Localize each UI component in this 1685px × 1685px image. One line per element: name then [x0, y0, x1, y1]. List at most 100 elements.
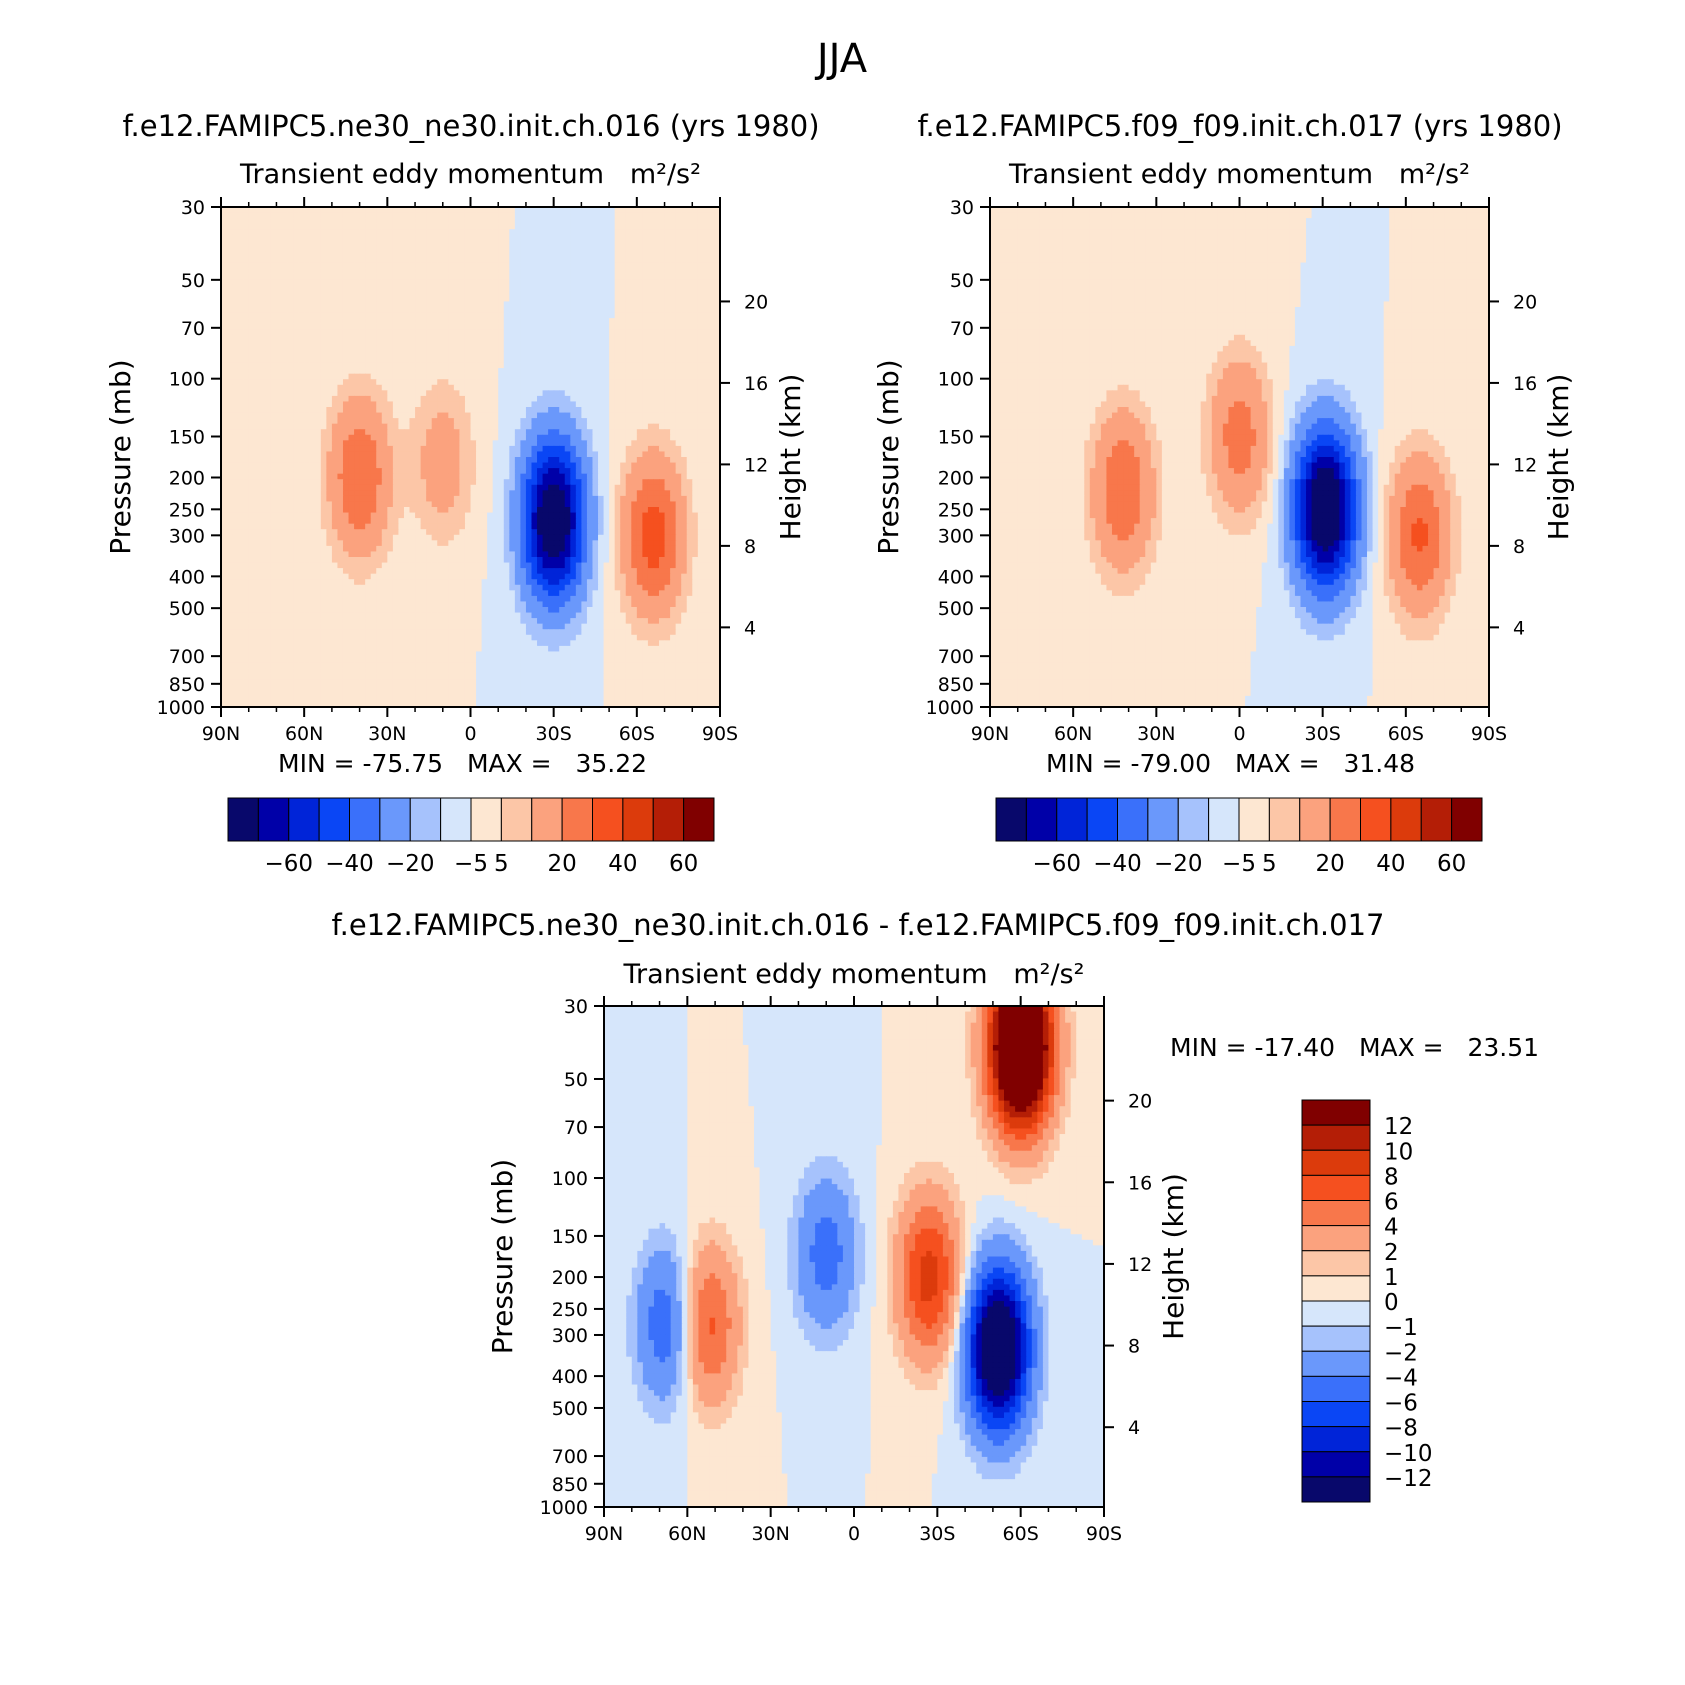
field-cell — [703, 246, 709, 252]
field-cell — [271, 329, 277, 335]
field-cell — [337, 263, 343, 269]
field-cell — [476, 235, 482, 241]
field-cell — [276, 251, 282, 257]
field-cell — [670, 290, 676, 296]
field-cell — [559, 224, 565, 230]
field-cell — [410, 313, 416, 319]
field-cell — [459, 246, 465, 252]
field-cell — [587, 240, 593, 246]
field-cell — [227, 257, 233, 263]
field-cell — [703, 240, 709, 246]
field-cell — [537, 218, 543, 224]
field-cell — [531, 240, 537, 246]
field-cell — [626, 218, 632, 224]
field-cell — [365, 263, 371, 269]
field-cell — [476, 318, 482, 324]
field-cell — [321, 301, 327, 307]
field-cell — [337, 213, 343, 219]
field-cell — [271, 218, 277, 224]
field-cell — [565, 329, 571, 335]
field-cell — [410, 329, 416, 335]
field-cell — [326, 240, 332, 246]
field-cell — [349, 279, 355, 285]
field-cell — [515, 213, 521, 219]
field-cell — [471, 329, 477, 335]
field-cell — [665, 296, 671, 302]
field-cell — [548, 301, 554, 307]
field-cell — [276, 307, 282, 313]
field-cell — [548, 257, 554, 263]
field-cell — [421, 329, 427, 335]
field-cell — [426, 263, 432, 269]
field-cell — [454, 263, 460, 269]
field-cell — [265, 324, 271, 330]
field-cell — [276, 285, 282, 291]
field-cell — [642, 246, 648, 252]
field-cell — [443, 285, 449, 291]
field-cell — [687, 324, 693, 330]
field-cell — [410, 235, 416, 241]
field-cell — [631, 301, 637, 307]
field-cell — [653, 313, 659, 319]
field-cell — [282, 224, 288, 230]
field-cell — [232, 324, 238, 330]
field-cell — [299, 318, 305, 324]
field-cell — [471, 218, 477, 224]
field-cell — [365, 246, 371, 252]
field-cell — [592, 296, 598, 302]
field-cell — [526, 218, 532, 224]
field-cell — [260, 296, 266, 302]
field-cell — [565, 257, 571, 263]
field-cell — [382, 263, 388, 269]
field-cell — [665, 218, 671, 224]
field-cell — [642, 268, 648, 274]
field-cell — [493, 246, 499, 252]
field-cell — [653, 324, 659, 330]
field-cell — [337, 301, 343, 307]
field-cell — [587, 313, 593, 319]
field-cell — [520, 251, 526, 257]
field-cell — [581, 251, 587, 257]
field-cell — [432, 263, 438, 269]
field-cell — [498, 318, 504, 324]
field-cell — [443, 274, 449, 280]
field-cell — [520, 279, 526, 285]
field-cell — [531, 290, 537, 296]
field-cell — [548, 307, 554, 313]
field-cell — [310, 246, 316, 252]
field-cell — [398, 240, 404, 246]
field-cell — [537, 251, 543, 257]
field-cell — [604, 229, 610, 235]
field-cell — [249, 296, 255, 302]
field-cell — [659, 246, 665, 252]
field-cell — [360, 285, 366, 291]
field-cell — [343, 246, 349, 252]
field-cell — [498, 285, 504, 291]
field-cell — [504, 329, 510, 335]
field-cell — [498, 246, 504, 252]
field-cell — [265, 285, 271, 291]
field-cell — [576, 213, 582, 219]
field-cell — [243, 307, 249, 313]
field-cell — [509, 263, 515, 269]
field-cell — [437, 313, 443, 319]
field-cell — [365, 235, 371, 241]
field-cell — [343, 240, 349, 246]
field-cell — [493, 324, 499, 330]
field-cell — [360, 251, 366, 257]
field-cell — [692, 263, 698, 269]
field-cell — [232, 251, 238, 257]
field-cell — [676, 329, 682, 335]
field-cell — [465, 240, 471, 246]
field-cell — [487, 213, 493, 219]
field-cell — [581, 257, 587, 263]
field-cell — [565, 290, 571, 296]
field-cell — [509, 296, 515, 302]
field-cell — [493, 279, 499, 285]
field-cell — [504, 324, 510, 330]
field-cell — [659, 257, 665, 263]
field-cell — [371, 290, 377, 296]
field-cell — [276, 313, 282, 319]
field-cell — [526, 313, 532, 319]
field-cell — [670, 318, 676, 324]
